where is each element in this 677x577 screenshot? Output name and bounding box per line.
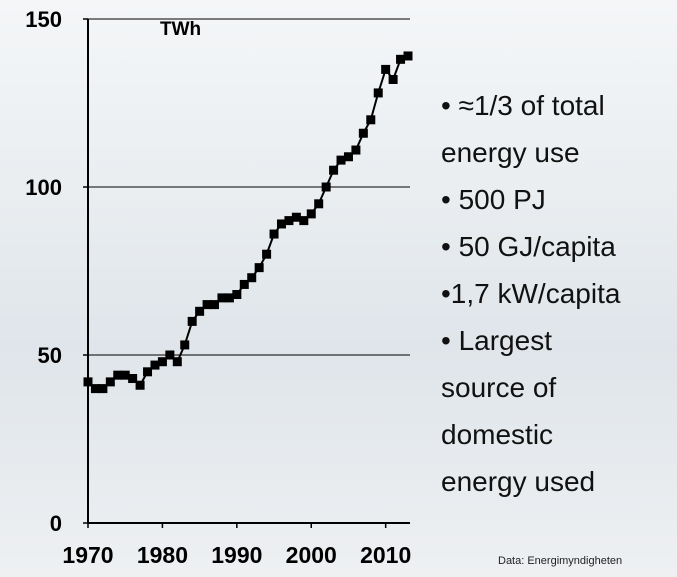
data-point bbox=[254, 263, 264, 273]
sidebar-line: • 500 PJ bbox=[441, 184, 546, 215]
x-tick-label: 1970 bbox=[62, 542, 113, 568]
data-point bbox=[314, 199, 324, 209]
data-point bbox=[128, 374, 138, 384]
x-tick-label: 2010 bbox=[360, 542, 411, 568]
data-point bbox=[358, 128, 368, 138]
data-point bbox=[187, 316, 197, 326]
data-point bbox=[165, 350, 175, 360]
sidebar-line: • ≈1/3 of total bbox=[441, 90, 605, 121]
data-point bbox=[329, 165, 339, 175]
data-point bbox=[90, 384, 100, 394]
data-point bbox=[343, 152, 353, 162]
data-point bbox=[172, 357, 182, 367]
data-point bbox=[210, 300, 220, 310]
data-point bbox=[120, 370, 130, 380]
data-point bbox=[83, 377, 93, 387]
sidebar-line: energy use bbox=[441, 137, 580, 168]
x-tick-label: 1980 bbox=[137, 542, 188, 568]
data-point bbox=[403, 51, 413, 61]
data-point bbox=[180, 340, 190, 350]
data-point bbox=[202, 300, 212, 310]
data-point bbox=[306, 209, 316, 219]
data-point bbox=[157, 357, 167, 367]
sidebar-line: source of bbox=[441, 372, 556, 403]
data-point bbox=[269, 229, 279, 239]
data-point bbox=[135, 380, 145, 390]
y-tick-label: 150 bbox=[25, 7, 62, 32]
unit-annotation: TWh bbox=[160, 19, 201, 40]
data-point bbox=[291, 212, 301, 222]
y-tick-label: 0 bbox=[50, 511, 62, 536]
data-point bbox=[105, 377, 115, 387]
x-tick-label: 1990 bbox=[211, 542, 262, 568]
data-point bbox=[373, 88, 383, 98]
data-point bbox=[98, 384, 108, 394]
data-point bbox=[366, 115, 376, 125]
data-point bbox=[232, 290, 242, 300]
data-point bbox=[336, 155, 346, 165]
data-point bbox=[321, 182, 331, 192]
sidebar-line: • 50 GJ/capita bbox=[441, 231, 616, 262]
sidebar-line: domestic bbox=[441, 419, 553, 450]
y-tick-label: 50 bbox=[38, 343, 62, 368]
data-point bbox=[239, 279, 249, 289]
data-point bbox=[113, 370, 123, 380]
data-point bbox=[284, 216, 294, 226]
data-point bbox=[262, 249, 272, 259]
data-point bbox=[388, 74, 398, 84]
data-point bbox=[396, 54, 406, 64]
data-point bbox=[224, 293, 234, 303]
data-point bbox=[143, 367, 153, 377]
data-point bbox=[276, 219, 286, 229]
data-point bbox=[351, 145, 361, 155]
sidebar-line: •1,7 kW/capita bbox=[441, 278, 621, 309]
data-point bbox=[195, 306, 205, 316]
y-tick-label: 100 bbox=[25, 175, 62, 200]
data-point bbox=[217, 293, 227, 303]
data-point bbox=[150, 360, 160, 370]
source-note: Data: Energimyndigheten bbox=[498, 555, 622, 567]
sidebar-line: • Largest bbox=[441, 325, 552, 356]
sidebar-line: energy used bbox=[441, 466, 595, 497]
data-point bbox=[299, 216, 309, 226]
data-point bbox=[381, 64, 391, 74]
data-point bbox=[247, 273, 257, 283]
x-tick-label: 2000 bbox=[286, 542, 337, 568]
